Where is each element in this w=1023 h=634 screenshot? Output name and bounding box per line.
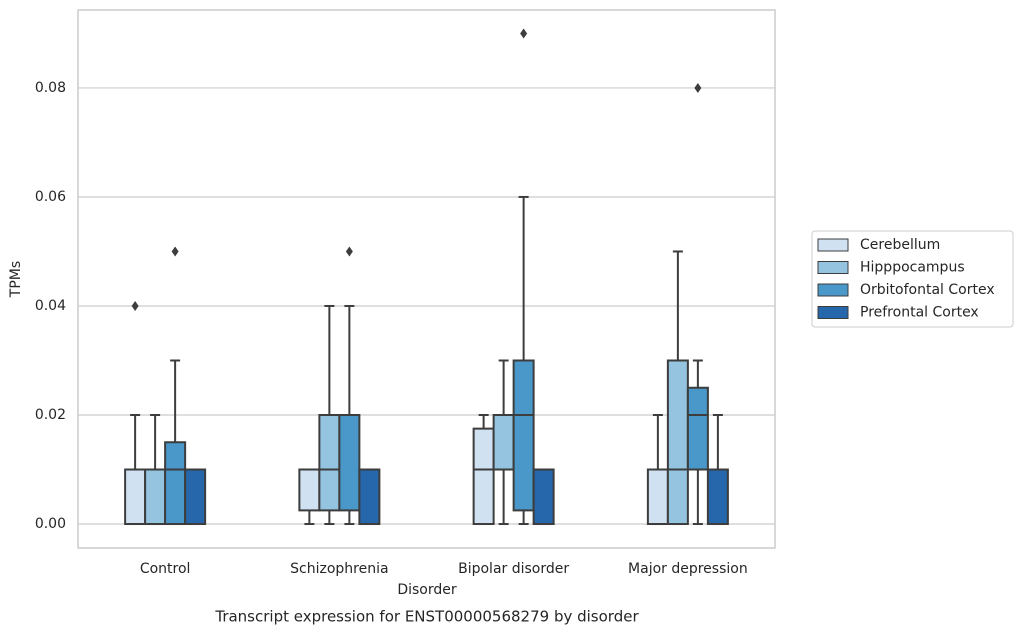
box xyxy=(472,427,495,526)
legend-label: Prefrontal Cortex xyxy=(860,305,979,321)
outlier xyxy=(345,246,353,257)
y-tick-label: 0.00 xyxy=(35,516,66,532)
box xyxy=(318,413,341,512)
legend-label: Cerebellum xyxy=(860,237,940,253)
y-axis-label: TPMs xyxy=(8,261,24,298)
outlier xyxy=(171,246,179,257)
x-tick-label: Control xyxy=(140,561,191,577)
y-tick-label: 0.04 xyxy=(35,298,66,314)
box xyxy=(686,386,709,471)
box xyxy=(492,413,515,471)
legend-label: Orbitofontal Cortex xyxy=(860,282,995,298)
y-tick-label: 0.06 xyxy=(35,189,66,205)
x-axis-label: Disorder xyxy=(397,582,457,598)
outlier xyxy=(131,300,139,311)
box xyxy=(706,468,729,526)
box xyxy=(164,441,187,526)
legend-swatch xyxy=(817,238,849,252)
legend-swatch xyxy=(817,283,849,297)
legend-frame xyxy=(811,230,1014,328)
box xyxy=(298,468,321,512)
box xyxy=(666,359,689,526)
legend-swatch xyxy=(817,261,849,274)
plot-frame xyxy=(77,9,776,549)
legend-label: Hipppocampus xyxy=(860,260,965,276)
box xyxy=(532,468,555,526)
box xyxy=(144,468,167,526)
x-tick-label: Bipolar disorder xyxy=(458,561,569,577)
box xyxy=(184,468,207,526)
box xyxy=(124,468,147,526)
x-tick-label: Schizophrenia xyxy=(290,561,388,577)
y-tick-label: 0.02 xyxy=(35,407,66,423)
box xyxy=(358,468,381,526)
outlier xyxy=(694,82,702,93)
box xyxy=(338,413,361,512)
box xyxy=(512,359,535,512)
legend-swatch xyxy=(817,306,849,319)
outlier xyxy=(520,28,528,39)
chart-title: Transcript expression for ENST0000056827… xyxy=(214,608,639,626)
y-tick-label: 0.08 xyxy=(35,80,66,96)
box xyxy=(646,468,669,526)
x-tick-label: Major depression xyxy=(628,561,748,577)
